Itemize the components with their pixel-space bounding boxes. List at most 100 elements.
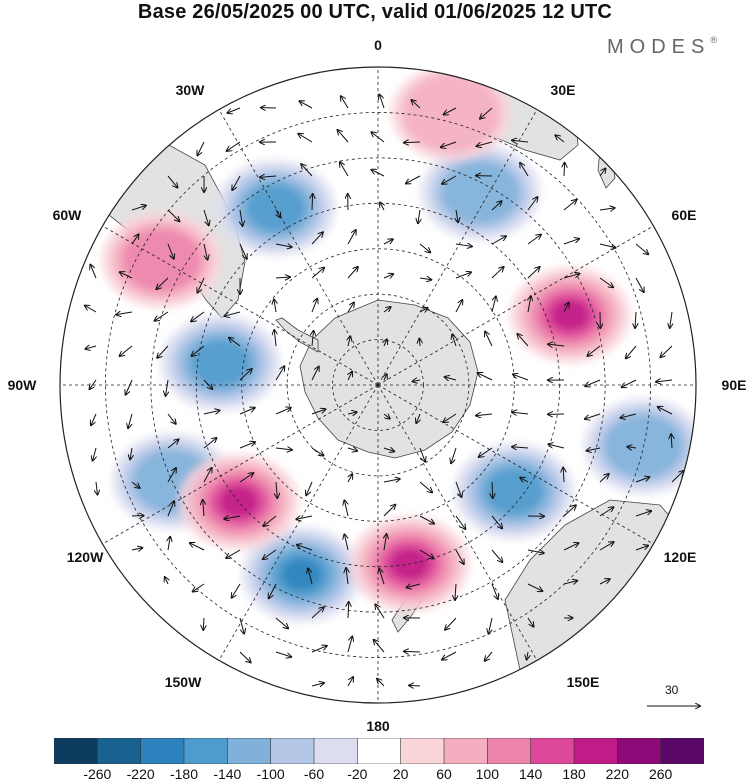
wind-arrow bbox=[563, 505, 576, 517]
wind-arrow bbox=[520, 478, 529, 482]
wind-arrow bbox=[93, 447, 96, 461]
wind-arrow bbox=[455, 481, 461, 497]
wind-arrow bbox=[418, 209, 420, 223]
wind-arrow bbox=[635, 511, 651, 517]
wind-arrow bbox=[622, 379, 637, 387]
wind-arrow bbox=[224, 516, 241, 519]
wind-arrow bbox=[347, 267, 358, 279]
wind-arrow bbox=[492, 481, 493, 498]
longitude-label: 30W bbox=[175, 82, 205, 98]
positive-anomaly bbox=[218, 485, 259, 518]
wind-arrow bbox=[225, 311, 241, 316]
wind-arrow bbox=[347, 412, 357, 414]
wind-arrow bbox=[126, 379, 133, 395]
registered-mark: ® bbox=[710, 35, 717, 46]
positive-anomaly bbox=[121, 228, 202, 293]
wind-arrow bbox=[407, 584, 421, 588]
wind-arrow bbox=[239, 442, 255, 449]
wind-arrow bbox=[204, 243, 207, 260]
wind-arrow bbox=[167, 439, 179, 449]
positive-anomaly bbox=[400, 72, 501, 153]
wind-arrow bbox=[491, 583, 498, 599]
map-title: Base 26/05/2025 00 UTC, valid 01/06/2025… bbox=[137, 1, 613, 23]
wind-arrow bbox=[383, 239, 393, 245]
wind-arrow bbox=[311, 299, 317, 313]
wind-arrow bbox=[479, 447, 493, 457]
longitude-label: 150W bbox=[164, 674, 202, 690]
wind-arrow bbox=[274, 299, 276, 313]
wind-arrow bbox=[91, 413, 97, 425]
wind-arrow bbox=[491, 296, 496, 313]
wind-arrow bbox=[491, 236, 506, 245]
wind-arrow bbox=[203, 379, 212, 389]
wind-arrow bbox=[203, 500, 204, 517]
colorbar-segment bbox=[227, 738, 272, 764]
wind-arrow bbox=[203, 617, 204, 630]
wind-arrow bbox=[485, 651, 493, 661]
wind-arrow bbox=[308, 569, 313, 585]
wind-arrow bbox=[419, 515, 434, 524]
wind-arrow bbox=[193, 583, 205, 592]
wind-arrow bbox=[380, 202, 384, 211]
meridian-line bbox=[102, 225, 379, 386]
wind-arrow bbox=[344, 534, 349, 551]
wind-arrow bbox=[275, 448, 292, 450]
wind-arrow bbox=[264, 515, 277, 526]
wind-arrow bbox=[477, 141, 493, 146]
colorbar-segment bbox=[617, 738, 662, 764]
wind-arrow bbox=[239, 408, 255, 415]
colorbar-tick-label: -20 bbox=[347, 766, 368, 782]
wind-arrow bbox=[383, 414, 390, 419]
map-border bbox=[59, 66, 697, 704]
longitude-label: 90E bbox=[721, 377, 747, 393]
wind-arrow bbox=[384, 534, 387, 551]
wind-arrow bbox=[527, 651, 528, 660]
wind-arrow bbox=[419, 549, 434, 558]
wind-arrow bbox=[377, 679, 385, 687]
wind-arrow bbox=[476, 414, 493, 416]
wind-arrow bbox=[348, 336, 350, 347]
wind-arrow bbox=[348, 474, 352, 483]
wind-arrow bbox=[635, 311, 636, 328]
wind-arrow bbox=[419, 308, 428, 312]
wind-arrow bbox=[192, 345, 205, 356]
wind-arrow bbox=[232, 175, 241, 190]
wind-arrow bbox=[348, 372, 352, 381]
wind-arrow bbox=[512, 140, 529, 142]
wind-arrow bbox=[599, 474, 609, 483]
wind-arrow bbox=[120, 345, 133, 356]
wind-arrow bbox=[383, 307, 391, 312]
wind-arrow bbox=[489, 617, 492, 634]
wind-arrow bbox=[239, 243, 247, 259]
wind-arrow bbox=[491, 267, 504, 279]
wind-arrow bbox=[527, 197, 538, 211]
wind-arrow bbox=[599, 507, 613, 517]
wind-arrow bbox=[635, 477, 649, 483]
longitude-label: 60W bbox=[52, 207, 82, 223]
wind-arrow bbox=[347, 677, 353, 687]
wind-arrow bbox=[240, 209, 243, 226]
colorbar-segment bbox=[270, 738, 315, 764]
wind-arrow bbox=[347, 303, 354, 313]
wind-vectors bbox=[85, 95, 684, 686]
wind-arrow bbox=[371, 170, 385, 177]
wind-arrow bbox=[227, 107, 241, 113]
wind-arrow bbox=[165, 577, 168, 585]
wind-arrow bbox=[635, 277, 644, 292]
wind-arrow bbox=[229, 338, 241, 347]
wind-arrow bbox=[599, 579, 610, 585]
wind-arrow bbox=[128, 413, 133, 428]
latitude-circle bbox=[332, 339, 424, 431]
wind-arrow bbox=[275, 651, 291, 657]
wind-arrow bbox=[340, 162, 349, 177]
wind-arrow bbox=[384, 339, 387, 347]
latitude-circle bbox=[150, 157, 606, 613]
wind-arrow bbox=[564, 163, 565, 177]
wind-arrow bbox=[344, 500, 349, 517]
wind-arrow bbox=[312, 194, 313, 211]
wind-arrow bbox=[563, 581, 577, 584]
colorbar-segment bbox=[573, 738, 619, 764]
wind-arrow bbox=[527, 267, 540, 279]
wind-arrow bbox=[167, 413, 176, 424]
wind-arrow bbox=[478, 373, 493, 381]
